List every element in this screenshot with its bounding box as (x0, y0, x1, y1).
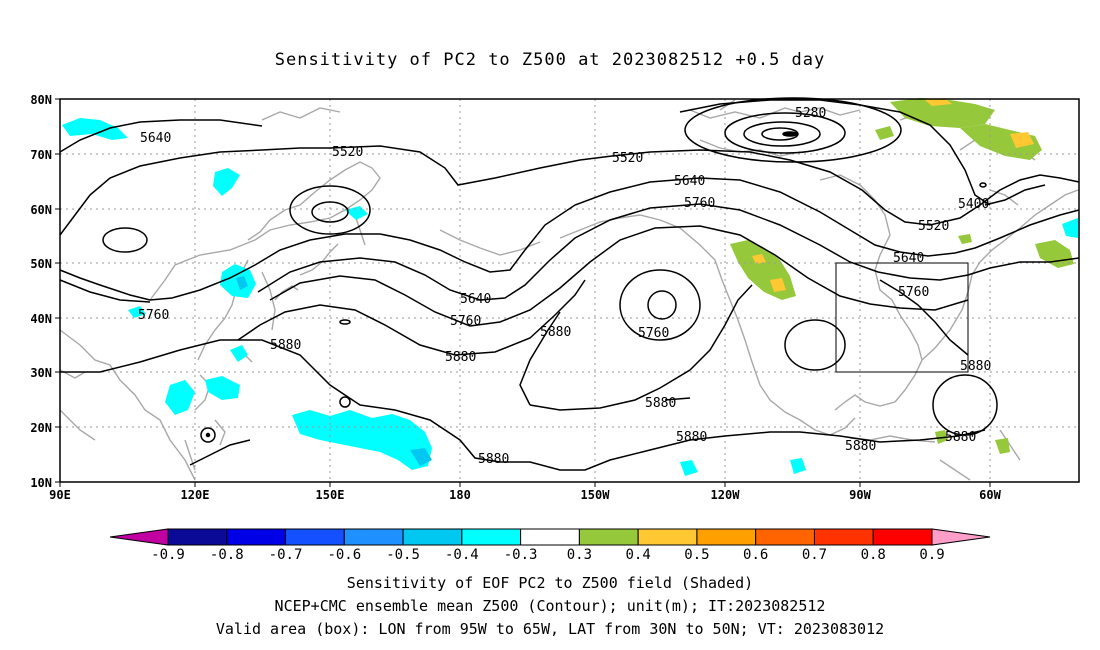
colorbar-cell (637, 528, 698, 546)
caption-shading: Sensitivity of EOF PC2 to Z500 field (Sh… (346, 574, 754, 592)
grid-lines (60, 99, 1079, 482)
map-frame (59, 98, 1080, 483)
contour-label: 5760 (898, 285, 929, 300)
tick-marks (55, 98, 991, 487)
colorbar-label: 0.7 (802, 547, 827, 563)
contour-label: 5640 (674, 174, 705, 189)
contour-label: 5520 (332, 145, 363, 160)
colorbar-label: -0.9 (151, 547, 185, 563)
contour-label: 5760 (684, 196, 715, 211)
valid-area-box (835, 262, 969, 373)
contour-label: 5640 (140, 131, 171, 146)
colorbar-cell (167, 528, 228, 546)
colorbar-low-end (109, 528, 169, 546)
lat-label: 70N (30, 148, 52, 162)
contour-label: 5880 (845, 439, 876, 454)
colorbar-cell (226, 528, 287, 546)
lat-label: 50N (30, 257, 52, 271)
colorbar-label: -0.3 (504, 547, 538, 563)
colorbar-high-end (931, 528, 991, 546)
colorbar-cell (755, 528, 815, 546)
colorbar-label: 0.9 (919, 547, 944, 563)
contour-label: 5880 (540, 325, 571, 340)
lon-label: 90W (849, 488, 871, 502)
lon-label: 90E (49, 488, 71, 502)
caption-contour: NCEP+CMC ensemble mean Z500 (Contour); u… (274, 597, 826, 615)
lat-label: 80N (30, 93, 52, 107)
map-title: Sensitivity of PC2 to Z500 at 2023082512… (274, 50, 826, 70)
contour-label: 5640 (460, 292, 491, 307)
contour-label: 5400 (958, 197, 989, 212)
colorbar-label: 0.4 (626, 547, 651, 563)
colorbar-cell (520, 528, 580, 546)
lon-label: 180 (449, 488, 471, 502)
lat-label: 60N (30, 203, 52, 217)
contour-label: 5760 (638, 326, 669, 341)
contour-label: 5880 (445, 350, 476, 365)
colorbar-cell (285, 528, 345, 546)
colorbar-label: -0.8 (210, 547, 244, 563)
colorbar-label: -0.5 (386, 547, 420, 563)
lat-label: 20N (30, 421, 52, 435)
contour-label: 5760 (138, 308, 169, 323)
contour-label: 5520 (612, 151, 643, 166)
colorbar-cell (696, 528, 757, 546)
lat-label: 10N (30, 476, 52, 490)
colorbar-label: 0.6 (743, 547, 768, 563)
colorbar-label: -0.7 (269, 547, 303, 563)
colorbar: -0.9 -0.8 -0.7 -0.6 -0.5 -0.4 -0.3 0.3 0.4 0.5 0.6… (109, 528, 991, 563)
contour-label: 5280 (795, 106, 826, 121)
colorbar-label: -0.4 (445, 547, 479, 563)
lon-label: 120E (181, 488, 210, 502)
colorbar-cell (343, 528, 404, 546)
colorbar-cell (402, 528, 463, 546)
colorbar-label: 0.5 (684, 547, 709, 563)
colorbar-label: 0.8 (861, 547, 886, 563)
contour-label: 5880 (676, 430, 707, 445)
colorbar-cell (461, 528, 522, 546)
contour-label: 5880 (945, 430, 976, 445)
z500-contours (59, 97, 1080, 471)
contour-label: 5520 (918, 219, 949, 234)
colorbar-cell (578, 528, 639, 546)
contour-label: 5640 (893, 251, 924, 266)
contour-label: 5880 (645, 396, 676, 411)
lat-label: 40N (30, 312, 52, 326)
lon-label: 60W (979, 488, 1001, 502)
caption-valid-area: Valid area (box): LON from 95W to 65W, L… (215, 620, 885, 638)
lon-label: 120W (711, 488, 741, 502)
colorbar-cell (872, 528, 933, 546)
contour-label: 5880 (270, 338, 301, 353)
colorbar-label: 0.3 (567, 547, 592, 563)
colorbar-cell (813, 528, 874, 546)
contour-label: 5760 (450, 314, 481, 329)
contour-labels: 5280 5400 5520 5520 5520 5640 5640 5640 … (138, 106, 989, 467)
colorbar-label: -0.6 (327, 547, 361, 563)
lon-label: 150W (581, 488, 611, 502)
lat-labels: 80N 70N 60N 50N 40N 30N 20N 10N (30, 93, 52, 490)
lon-label: 150E (316, 488, 345, 502)
lon-labels: 90E 120E 150E 180 150W 120W 90W 60W (49, 488, 1001, 502)
sensitivity-shading (62, 98, 1078, 476)
contour-label: 5880 (478, 452, 509, 467)
lat-label: 30N (30, 366, 52, 380)
